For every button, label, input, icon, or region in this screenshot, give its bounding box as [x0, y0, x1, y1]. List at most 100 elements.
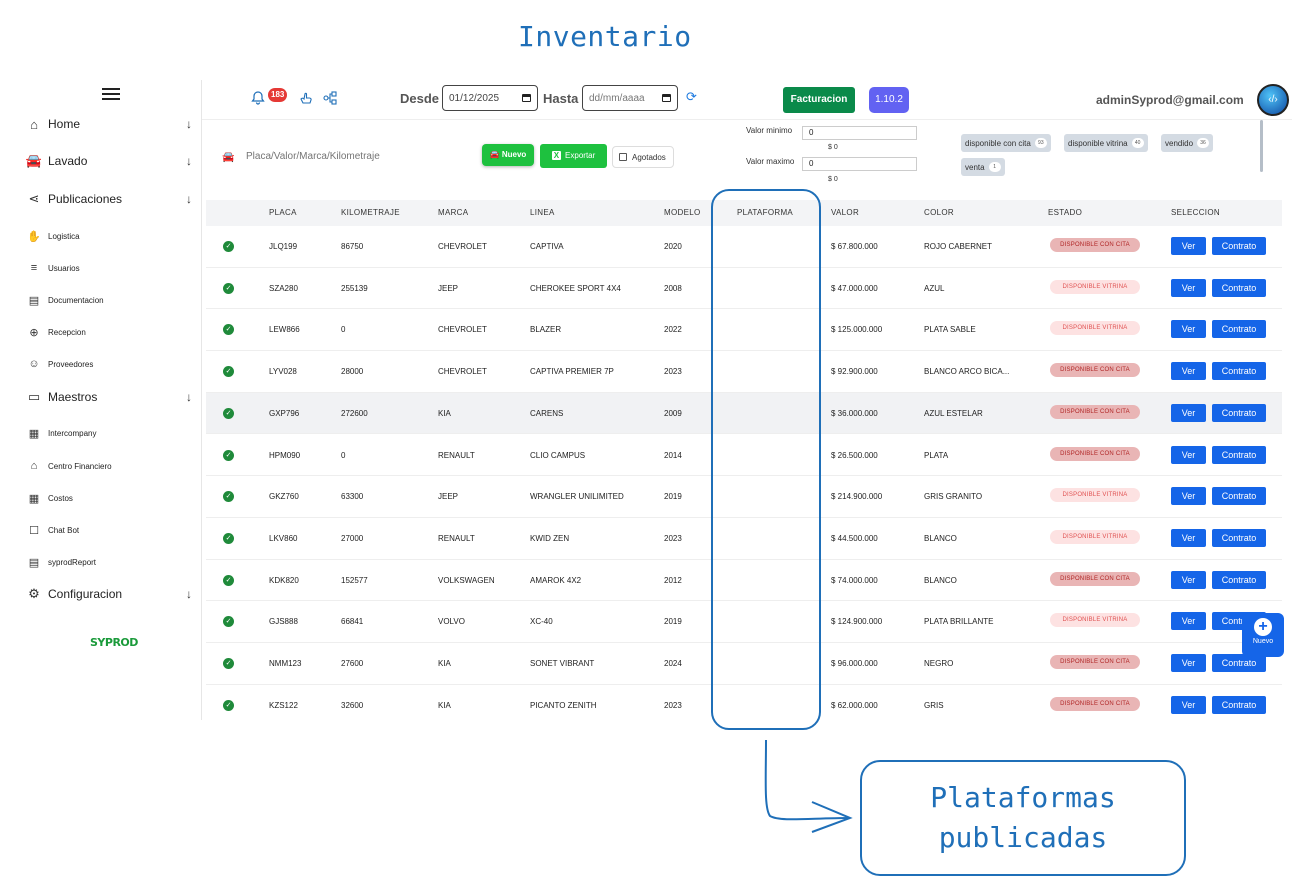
nuevo-fab-button[interactable]: + Nuevo	[1242, 613, 1284, 657]
col-plataforma[interactable]: PLATAFORMA	[737, 208, 794, 217]
expand-arrow-icon[interactable]: ↓	[186, 154, 192, 168]
table-row[interactable]: ✓ KZS122 32600 KIA PICANTO ZENITH 2023 $ 62.00…	[206, 685, 1282, 720]
contrato-button[interactable]: Contrato	[1212, 320, 1266, 339]
sidebar-item-maestros[interactable]: ▭ Maestros ↓	[26, 389, 198, 405]
cell-linea: CHEROKEE SPORT 4X4	[530, 283, 621, 293]
contrato-button[interactable]: Contrato	[1212, 487, 1266, 506]
expand-arrow-icon[interactable]: ↓	[186, 192, 192, 206]
status-badge: DISPONIBLE CON CITA	[1050, 446, 1140, 461]
sidebar-item-proveedores[interactable]: ☺ Proveedores	[26, 356, 198, 372]
expand-arrow-icon[interactable]: ↓	[186, 587, 192, 601]
sidebar-item-chat-bot[interactable]: ☐ Chat Bot	[26, 522, 198, 538]
ver-button[interactable]: Ver	[1171, 237, 1206, 255]
contrato-button[interactable]: Contrato	[1212, 362, 1266, 381]
cell-linea: CAPTIVA PREMIER 7P	[530, 367, 614, 377]
col-kilometraje[interactable]: KILOMETRAJE	[341, 208, 400, 217]
expand-arrow-icon[interactable]: ↓	[186, 390, 192, 404]
sidebar-item-lavado[interactable]: 🚘 Lavado ↓	[26, 153, 198, 169]
cell-valor: $ 44.500.000	[831, 533, 878, 543]
cell-color: ROJO CABERNET	[924, 242, 993, 251]
chip-disponible-con-cita[interactable]: disponible con cita 93	[961, 134, 1051, 152]
col-valor[interactable]: VALOR	[831, 208, 860, 217]
table-row[interactable]: ✓ GXP796 272600 KIA CARENS 2009 $ 36.000.000 AZ…	[206, 392, 1282, 435]
sidebar-item-logistica[interactable]: ✋ Logistica	[26, 228, 198, 244]
sidebar-item-costos[interactable]: ▦ Costos	[26, 490, 198, 506]
calendar-icon[interactable]	[522, 94, 531, 102]
sidebar-item-publicaciones[interactable]: ⋖ Publicaciones ↓	[26, 191, 198, 207]
cell-placa: LYV028	[269, 367, 297, 377]
workflow-icon[interactable]	[322, 90, 338, 106]
calendar-icon[interactable]	[662, 94, 671, 102]
table-row[interactable]: ✓ GKZ760 63300 JEEP WRANGLER UNILIMITED 2019 $…	[206, 476, 1282, 518]
contrato-button[interactable]: Contrato	[1212, 237, 1266, 255]
valor-maximo-label: Valor maximo	[746, 157, 795, 166]
col-placa[interactable]: PLACA	[269, 208, 297, 217]
ver-button[interactable]: Ver	[1171, 528, 1206, 547]
ver-button[interactable]: Ver	[1171, 570, 1206, 589]
facturacion-button[interactable]: Facturacion	[783, 87, 855, 113]
hand-icon[interactable]	[298, 90, 314, 106]
col-color[interactable]: COLOR	[924, 208, 954, 217]
expand-arrow-icon[interactable]: ↓	[186, 117, 192, 131]
col-linea[interactable]: LINEA	[530, 208, 555, 217]
sidebar-item-label: Centro Financiero	[48, 461, 112, 471]
table-row[interactable]: ✓ KDK820 152577 VOLKSWAGEN AMAROK 4X2 2012 $ 7…	[206, 560, 1282, 602]
col-seleccion[interactable]: SELECCION	[1171, 208, 1220, 217]
ver-button[interactable]: Ver	[1171, 278, 1206, 297]
search-input[interactable]	[246, 146, 456, 166]
col-estado[interactable]: ESTADO	[1048, 208, 1083, 217]
table-row[interactable]: ✓ LYV028 28000 CHEVROLET CAPTIVA PREMIER 7P 2…	[206, 351, 1282, 393]
ver-button[interactable]: Ver	[1171, 362, 1206, 381]
sidebar-item-home[interactable]: ⌂ Home ↓	[26, 116, 198, 132]
menu-icon[interactable]	[102, 88, 120, 104]
table-row[interactable]: ✓ JLQ199 86750 CHEVROLET CAPTIVA 2020 $ 67.800…	[206, 226, 1282, 268]
contrato-button[interactable]: Contrato	[1212, 695, 1266, 714]
col-marca[interactable]: MARCA	[438, 208, 469, 217]
ver-button[interactable]: Ver	[1171, 320, 1206, 339]
valor-maximo-input[interactable]: 0	[802, 157, 917, 171]
chip-venta[interactable]: venta 1	[961, 158, 1005, 176]
sidebar-item-documentacion[interactable]: ▤ Documentacion	[26, 292, 198, 308]
hasta-date-input[interactable]: dd/mm/aaaa	[582, 85, 678, 111]
avatar[interactable]: ‹/›	[1257, 84, 1289, 116]
nuevo-button[interactable]: 🚘 Nuevo	[482, 144, 534, 166]
table-row[interactable]: ✓ HPM090 0 RENAULT CLIO CAMPUS 2014 $ 26.500.0…	[206, 435, 1282, 477]
chip-vendido[interactable]: vendido 36	[1161, 134, 1214, 152]
valor-minimo-input[interactable]: 0	[802, 126, 917, 140]
sidebar-item-centro-financiero[interactable]: ⌂ Centro Financiero	[26, 458, 198, 474]
ver-button[interactable]: Ver	[1171, 695, 1206, 714]
contrato-button[interactable]: Contrato	[1212, 445, 1266, 464]
agotados-checkbox[interactable]: Agotados	[612, 146, 674, 168]
chip-disponible-vitrina[interactable]: disponible vitrina 40	[1064, 134, 1148, 152]
cell-color: PLATA	[924, 450, 949, 460]
sidebar-item-configuracion[interactable]: ⚙ Configuracion ↓	[26, 586, 198, 602]
ver-button[interactable]: Ver	[1171, 612, 1206, 631]
bell-icon[interactable]	[250, 90, 266, 106]
contrato-button[interactable]: Contrato	[1212, 278, 1266, 297]
sidebar-item-syprodreport[interactable]: ▤ syprodReport	[26, 554, 198, 570]
exportar-button[interactable]: X Exportar	[540, 144, 607, 168]
ver-button[interactable]: Ver	[1171, 654, 1206, 672]
contrato-button[interactable]: Contrato	[1212, 403, 1266, 422]
version-badge[interactable]: 1.10.2	[869, 87, 909, 113]
table-row[interactable]: ✓ LEW866 0 CHEVROLET BLAZER 2022 $ 125.000.000…	[206, 309, 1282, 352]
table-row[interactable]: ✓ LKV860 27000 RENAULT KWID ZEN 2023 $ 44.500.…	[206, 518, 1282, 560]
table-row[interactable]: ✓ GJS888 66841 VOLVO XC-40 2019 $ 124.900.000 P…	[206, 601, 1282, 643]
desde-date-input[interactable]: 01/12/2025	[442, 85, 538, 111]
contrato-button[interactable]: Contrato	[1212, 528, 1266, 547]
sidebar-item-usuarios[interactable]: ≡ Usuarios	[26, 260, 198, 276]
table-row[interactable]: ✓ NMM123 27600 KIA SONET VIBRANT 2024 $ 96.000…	[206, 643, 1282, 685]
scrollbar[interactable]	[1260, 120, 1263, 172]
contrato-button[interactable]: Contrato	[1212, 654, 1266, 672]
ver-button[interactable]: Ver	[1171, 487, 1206, 506]
refresh-icon[interactable]: ⟳	[686, 89, 697, 104]
ver-button[interactable]: Ver	[1171, 403, 1206, 422]
cell-marca: JEEP	[438, 492, 459, 502]
sidebar-item-recepcion[interactable]: ⊕ Recepcion	[26, 324, 198, 340]
col-modelo[interactable]: MODELO	[664, 208, 701, 217]
sidebar-item-intercompany[interactable]: ▦ Intercompany	[26, 425, 198, 441]
table-row[interactable]: ✓ SZA280 255139 JEEP CHEROKEE SPORT 4X4 2008 $…	[206, 268, 1282, 310]
checkbox-box[interactable]	[619, 153, 627, 161]
contrato-button[interactable]: Contrato	[1212, 570, 1266, 589]
ver-button[interactable]: Ver	[1171, 445, 1206, 464]
